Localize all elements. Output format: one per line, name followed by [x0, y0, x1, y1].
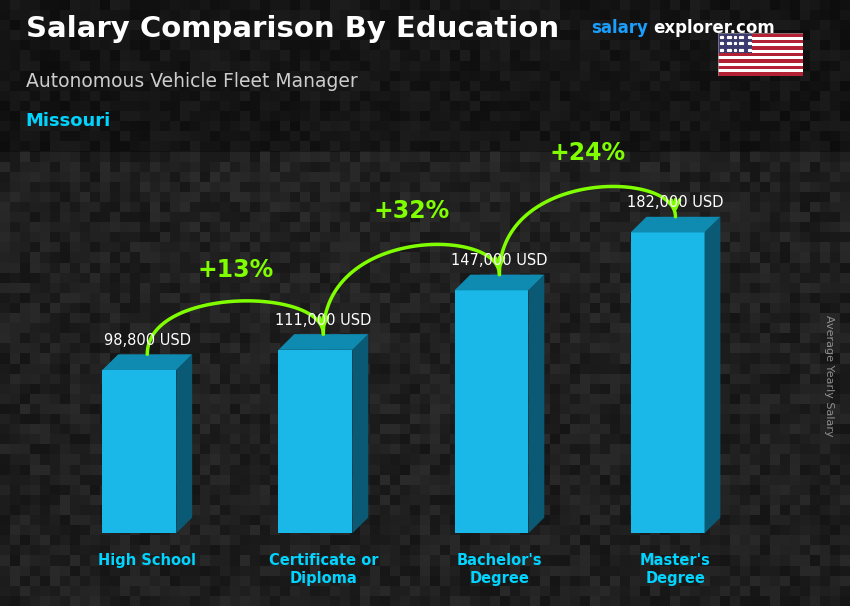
- Bar: [718, 53, 803, 56]
- Text: Bachelor's
Degree: Bachelor's Degree: [456, 553, 542, 585]
- Bar: [0, 0, 850, 152]
- Bar: [718, 73, 803, 76]
- Bar: [631, 233, 705, 533]
- Text: 182,000 USD: 182,000 USD: [627, 195, 723, 210]
- Polygon shape: [102, 355, 192, 370]
- Text: High School: High School: [99, 553, 196, 568]
- Bar: [718, 33, 752, 53]
- Text: Master's
Degree: Master's Degree: [640, 553, 711, 585]
- Bar: [718, 56, 803, 59]
- Text: +13%: +13%: [197, 259, 274, 282]
- Bar: [279, 350, 353, 533]
- Polygon shape: [705, 217, 720, 533]
- Text: Missouri: Missouri: [26, 112, 110, 130]
- Text: +32%: +32%: [373, 199, 450, 223]
- Polygon shape: [455, 275, 544, 290]
- Text: Salary Comparison By Education: Salary Comparison By Education: [26, 15, 558, 43]
- Polygon shape: [631, 217, 720, 233]
- Bar: [718, 33, 803, 36]
- Text: 147,000 USD: 147,000 USD: [451, 253, 547, 268]
- Bar: [718, 36, 803, 40]
- Bar: [718, 47, 803, 50]
- Bar: [718, 59, 803, 62]
- Text: salary: salary: [591, 19, 648, 38]
- Bar: [718, 43, 803, 47]
- Text: 111,000 USD: 111,000 USD: [275, 313, 371, 328]
- Bar: [718, 69, 803, 73]
- Text: +24%: +24%: [549, 141, 626, 165]
- Bar: [718, 62, 803, 66]
- Bar: [718, 40, 803, 43]
- Text: explorer.com: explorer.com: [653, 19, 774, 38]
- Text: Certificate or
Diploma: Certificate or Diploma: [269, 553, 378, 585]
- Text: 98,800 USD: 98,800 USD: [104, 333, 190, 348]
- Bar: [718, 50, 803, 53]
- Polygon shape: [529, 275, 544, 533]
- Polygon shape: [176, 355, 192, 533]
- Text: Average Yearly Salary: Average Yearly Salary: [824, 315, 834, 436]
- Bar: [102, 370, 176, 533]
- Bar: [455, 290, 529, 533]
- Polygon shape: [353, 334, 368, 533]
- Bar: [718, 66, 803, 69]
- Text: Autonomous Vehicle Fleet Manager: Autonomous Vehicle Fleet Manager: [26, 72, 357, 90]
- Polygon shape: [279, 334, 368, 350]
